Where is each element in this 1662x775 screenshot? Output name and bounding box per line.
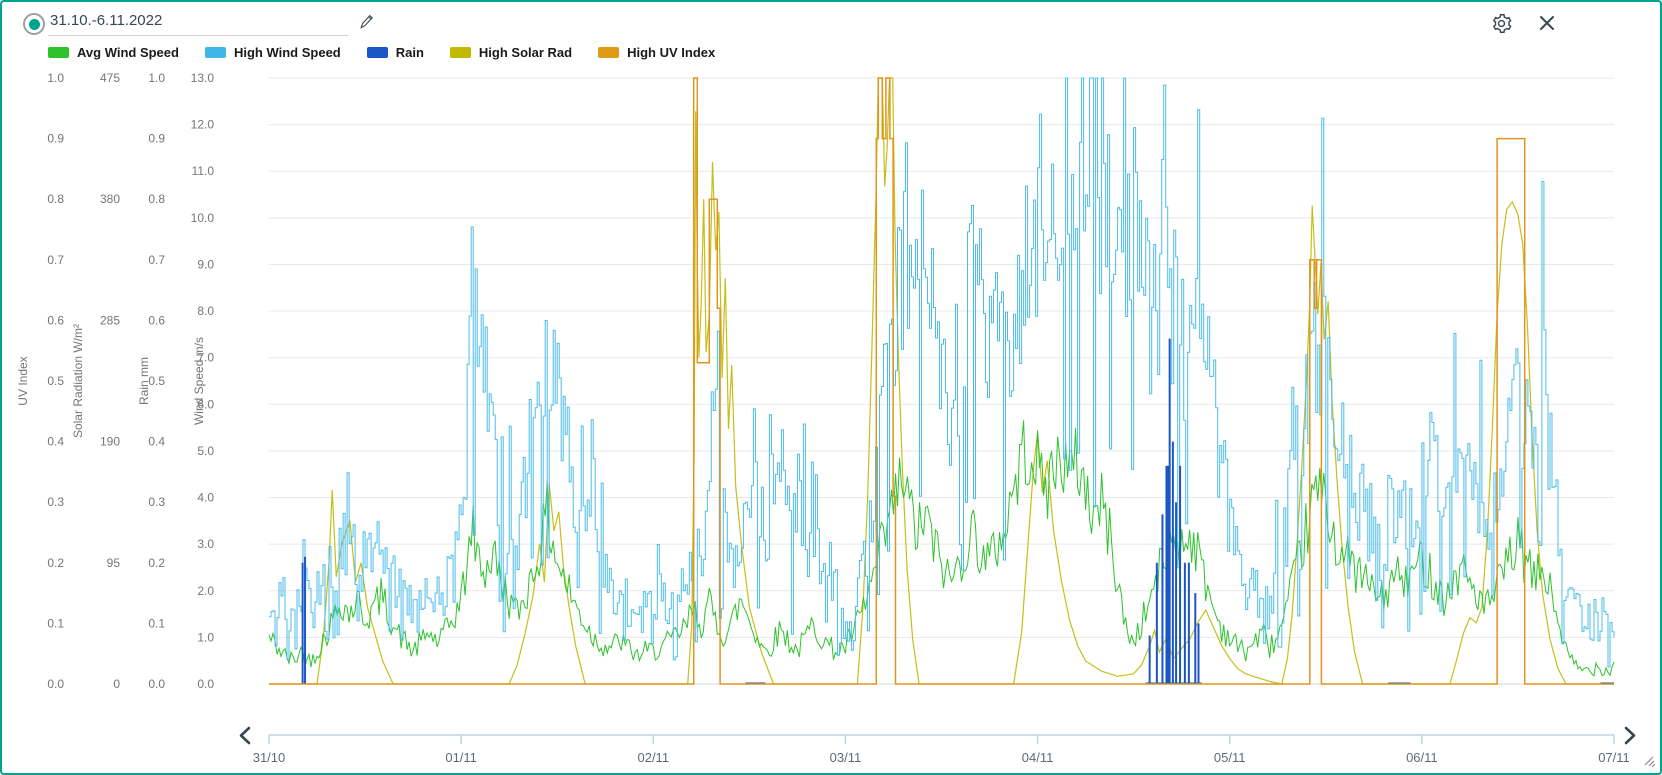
legend-label: High Wind Speed (233, 45, 341, 60)
x-axis: 31/10 01/11 02/11 03/11 04/11 05/11 06/11 07/11 (253, 734, 1630, 765)
radio-dot-icon (28, 18, 40, 30)
legend-item-rain[interactable]: Rain (366, 45, 424, 60)
legend-item-high-wind-speed[interactable]: High Wind Speed (204, 45, 341, 60)
series-high-uv-index (269, 77, 1614, 685)
rain-axis-tick: 0.5 (148, 374, 165, 388)
legend-label: Avg Wind Speed (77, 45, 179, 60)
solar-axis-tick: 95 (107, 556, 121, 570)
resize-handle-icon[interactable] (1644, 756, 1656, 768)
rain-axis-title: Rain mm (137, 357, 151, 405)
series-avg-wind-speed (268, 420, 1615, 677)
solar-axis-tick: 285 (100, 313, 120, 327)
solar-axis-tick: 0 (113, 677, 120, 691)
rain-axis-tick: 0.7 (148, 253, 165, 267)
x-axis-label: 07/11 (1598, 750, 1630, 765)
rain-axis-tick: 0.9 (148, 132, 165, 146)
wind-axis-tick: 13.0 (191, 71, 215, 85)
radio-ring-icon (23, 13, 45, 35)
chevron-right-icon[interactable] (1624, 726, 1636, 745)
wind-axis-tick: 12.0 (191, 118, 215, 132)
x-axis-label: 05/11 (1214, 750, 1246, 765)
wind-axis-tick: 2.0 (197, 584, 214, 598)
pencil-icon[interactable] (356, 12, 376, 32)
wind-axis-title: Wind Speed m/s (192, 337, 206, 425)
rain-axis-tick: 0.2 (148, 556, 165, 570)
uv-axis-tick: 0.7 (47, 253, 64, 267)
legend-swatch (48, 47, 69, 58)
legend-label: High Solar Rad (478, 45, 573, 60)
wind-axis-tick: 7.0 (197, 351, 214, 365)
rain-axis-tick: 0.4 (148, 435, 165, 449)
x-axis-label: 01/11 (445, 750, 477, 765)
wind-axis-tick: 3.0 (197, 537, 214, 551)
rain-axis-tick: 0.1 (148, 616, 165, 630)
wind-axis-tick: 4.0 (197, 491, 214, 505)
wind-axis-tick: 5.0 (197, 444, 214, 458)
close-icon[interactable] (1536, 12, 1558, 34)
rain-axis-tick: 0.6 (148, 313, 165, 327)
rain-axis-tick: 0.0 (148, 677, 165, 691)
chart-legend: Avg Wind Speed High Wind Speed Rain High So… (48, 45, 715, 60)
legend-swatch (449, 47, 471, 58)
legend-label: High UV Index (627, 45, 716, 60)
legend-swatch (204, 47, 226, 58)
wind-axis-tick: 11.0 (192, 164, 215, 178)
legend-item-high-solar-rad[interactable]: High Solar Rad (449, 45, 573, 60)
uv-axis-tick: 0.6 (47, 313, 64, 327)
legend-item-high-uv-index[interactable]: High UV Index (598, 45, 715, 60)
record-radio-button[interactable] (23, 13, 45, 35)
uv-axis-tick: 0.9 (47, 132, 64, 146)
wind-axis-tick: 1.0 (197, 630, 214, 644)
uv-axis-tick: 0.8 (47, 192, 64, 206)
legend-label: Rain (395, 45, 424, 60)
uv-axis-tick: 0.1 (47, 616, 64, 630)
rain-axis-tick: 1.0 (148, 71, 165, 85)
wind-axis-tick: 0.0 (197, 677, 214, 691)
uv-axis-tick: 0.0 (47, 677, 64, 691)
wind-axis-tick: 6.0 (197, 397, 214, 411)
gear-icon[interactable] (1489, 11, 1513, 35)
uv-axis-tick: 0.5 (47, 374, 64, 388)
solar-axis-tick: 190 (100, 435, 120, 449)
x-axis-label: 03/11 (830, 750, 862, 765)
solar-axis-tick: 475 (100, 71, 120, 85)
uv-axis-tick: 1.0 (47, 71, 64, 85)
chevron-left-icon[interactable] (239, 726, 251, 745)
uv-axis-tick: 0.4 (47, 435, 64, 449)
x-axis-label: 04/11 (1022, 750, 1054, 765)
solar-axis-title: Solar Radiation W/m² (71, 324, 85, 438)
x-axis-label: 02/11 (637, 750, 669, 765)
uv-axis-title: UV Index (16, 356, 30, 405)
rain-axis-tick: 0.3 (148, 495, 165, 509)
wind-axis-tick: 9.0 (197, 257, 214, 271)
wind-axis-tick: 10.0 (191, 211, 215, 225)
uv-axis-tick: 0.2 (47, 556, 64, 570)
x-axis-label: 06/11 (1406, 750, 1438, 765)
series-rain (301, 338, 1614, 685)
wind-axis-tick: 8.0 (197, 304, 214, 318)
x-axis-label: 31/10 (253, 750, 286, 765)
rain-axis-tick: 0.8 (148, 192, 165, 206)
date-range-input[interactable]: 31.10.-6.11.2022 (48, 10, 348, 36)
legend-item-avg-wind-speed[interactable]: Avg Wind Speed (48, 45, 179, 60)
y-axes: 1.0 0.9 0.8 0.7 0.6 0.5 0.4 0.3 0.2 0.1 0.0 UV Inde… (16, 71, 214, 691)
uv-axis-tick: 0.3 (47, 495, 64, 509)
legend-swatch (366, 47, 388, 58)
series-high-wind-speed (269, 77, 1615, 668)
legend-swatch (598, 47, 620, 58)
solar-axis-tick: 380 (100, 192, 120, 206)
